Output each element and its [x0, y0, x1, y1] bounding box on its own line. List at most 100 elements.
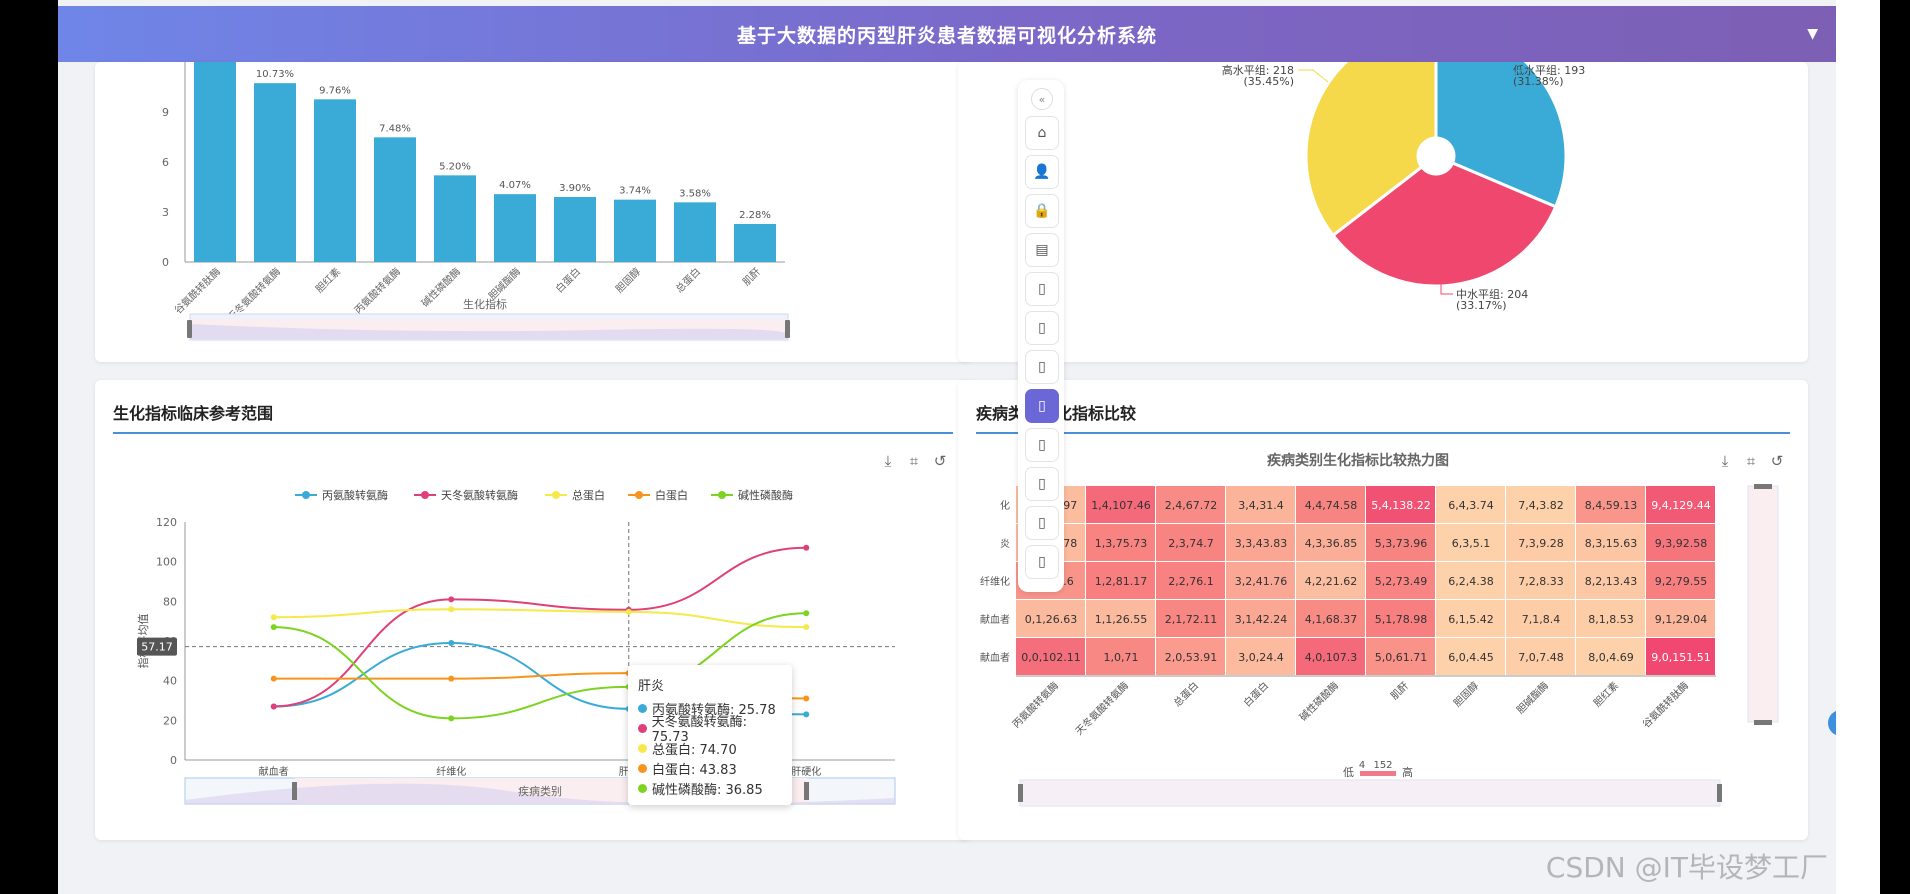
legend-label: 天冬氨酸转氨酶 — [441, 488, 518, 502]
y-tick-label: 9 — [162, 106, 169, 119]
heatmap-cell-label: 8,0,4.69 — [1588, 651, 1633, 664]
x-axis-label: 生化指标 — [463, 297, 507, 311]
tooltip-marker — [638, 783, 647, 793]
bar — [734, 224, 776, 262]
heatmap-cell — [1506, 638, 1575, 675]
bar-value-label: 5.20% — [439, 161, 471, 172]
heatmap-cell-label: 2,0,53.91 — [1165, 651, 1217, 664]
heatmap-cell — [1296, 562, 1365, 599]
heatmap-cell-label: 1,1,26.55 — [1095, 613, 1147, 626]
document-icon[interactable]: ▯ — [1025, 311, 1059, 345]
collapse-icon[interactable]: « — [1031, 88, 1053, 110]
line-chart-panel: 生化指标临床参考范围 ⤓ ⌗ ↺ 丙氨酸转氨酶 天冬氨酸转氨酶 总蛋白 白蛋白 碱性磷酸… — [95, 380, 971, 840]
series-point — [448, 606, 455, 613]
series-point — [803, 624, 810, 631]
crop-icon[interactable]: ⌗ — [1746, 452, 1756, 470]
series-line — [273, 608, 807, 629]
tooltip-value: 丙氨酸转氨酶: 25.78 — [652, 702, 776, 718]
restore-icon[interactable]: ↺ — [933, 452, 947, 470]
y-tick-label: 纤维化 — [980, 575, 1010, 588]
x-tick-label: 丙氨酸转氨酶 — [352, 265, 404, 317]
legend-label: 总蛋白 — [572, 488, 605, 502]
x-tick-label: 肝硬化 — [791, 765, 821, 778]
series-point — [448, 596, 455, 603]
heatmap-cell — [1366, 524, 1435, 561]
y-tick-label: 80 — [163, 595, 177, 608]
heatmap-cell-label: 3,0,24.4 — [1238, 651, 1283, 664]
zoom-handle-right — [804, 782, 809, 800]
line-chart: 丙氨酸转氨酶天冬氨酸转氨酶总蛋白白蛋白碱性磷酸酶020406080100120指… — [136, 488, 896, 805]
pie-leader-line — [1440, 280, 1453, 295]
visualmap-bar — [1360, 771, 1396, 776]
chart-toolbox: ⤓ ⌗ ↺ — [1716, 452, 1786, 470]
document-icon[interactable]: ▯ — [1025, 389, 1059, 423]
chevron-down-icon[interactable]: ▼ — [1807, 26, 1818, 42]
heatmap-cell — [1156, 638, 1225, 675]
heatmap-cell — [1016, 638, 1085, 675]
heatmap-cell-label: 0,1,26.63 — [1025, 613, 1077, 626]
legend-label: 丙氨酸转氨酶 — [322, 488, 388, 502]
heatmap-cell-label: 9,4,129.44 — [1651, 499, 1710, 512]
tooltip-value: 天冬氨酸转氨酶: 75.73 — [651, 715, 747, 745]
y-tick-label: 40 — [163, 675, 177, 688]
heatmap-cell-label: 9,1,29.04 — [1655, 613, 1707, 626]
heatmap-cell-label: 8,4,59.13 — [1585, 499, 1637, 512]
heatmap-cell — [1436, 524, 1505, 561]
document-icon[interactable]: ▯ — [1025, 428, 1059, 462]
tooltip-row: 天冬氨酸转氨酶: 75.73 — [638, 715, 782, 745]
chart-icon[interactable]: ▤ — [1025, 233, 1059, 267]
heatmap-cell-label: 6,2,4.38 — [1448, 575, 1493, 588]
lock-icon[interactable]: 🔒 — [1025, 194, 1059, 228]
series-line — [273, 612, 807, 720]
document-icon[interactable]: ▯ — [1025, 506, 1059, 540]
bar — [614, 199, 656, 262]
download-icon[interactable]: ⤓ — [884, 452, 892, 470]
heatmap-cell-label: 7,0,7.48 — [1518, 651, 1563, 664]
document-icon[interactable]: ▯ — [1025, 272, 1059, 306]
pie-slice — [1304, 62, 1438, 238]
heatmap-cell-label: 8,1,8.53 — [1588, 613, 1633, 626]
pie-label: 中水平组: 204 — [1456, 287, 1528, 301]
heatmap-cell — [1366, 600, 1435, 637]
document-icon[interactable]: ▯ — [1025, 350, 1059, 384]
bar-value-label: 10.73% — [256, 69, 294, 80]
floating-sidebar: « ⌂ 👤 🔒 ▤ ▯ ▯ ▯ ▯ ▯ ▯ ▯ ▯ — [1018, 80, 1064, 592]
heatmap-cell-label: 5,3,73.96 — [1375, 537, 1427, 550]
page-title: 基于大数据的丙型肝炎患者数据可视化分析系统 — [736, 24, 1157, 47]
x-tick-label: 胆固醇 — [1451, 679, 1481, 709]
heatmap-cell-label: 6,4,3.74 — [1448, 499, 1493, 512]
bar-value-label: 7.48% — [379, 123, 411, 134]
heatmap-cell-label: 4,1,68.37 — [1305, 613, 1357, 626]
x-tick-label: 丙氨酸转氨酶 — [1010, 679, 1062, 731]
heatmap-cell — [1646, 524, 1715, 561]
bar-value-label: 3.58% — [679, 188, 711, 199]
heatmap-cell-label: 3,3,43.83 — [1235, 537, 1287, 550]
bar — [254, 83, 296, 263]
pie-chart-panel: 低水平组: 193 (31.38%) 中水平组: 204 (33.17%) 高水平组: … — [958, 62, 1808, 362]
heatmap-cell — [1296, 524, 1365, 561]
series-point — [270, 703, 277, 710]
heatmap-cell-label: 8,2,13.43 — [1585, 575, 1637, 588]
y-tick-label: 炎 — [1000, 538, 1010, 550]
document-icon[interactable]: ▯ — [1025, 545, 1059, 579]
x-tick-label: 天冬氨酸转氨酶 — [1072, 679, 1131, 738]
download-icon[interactable]: ⤓ — [1721, 452, 1729, 470]
zoom-handle-right — [1717, 784, 1722, 802]
right-black-margin — [1880, 0, 1910, 894]
tooltip-value: 碱性磷酸酶: 36.85 — [652, 782, 763, 798]
document-icon[interactable]: ▯ — [1025, 467, 1059, 501]
chevron-left-icon[interactable]: ‹ — [1828, 710, 1836, 736]
home-icon[interactable]: ⌂ — [1025, 116, 1059, 150]
crop-icon[interactable]: ⌗ — [909, 452, 919, 470]
tooltip-row: 总蛋白: 74.70 — [638, 738, 782, 758]
heatmap-cell-label: 5,4,138.22 — [1371, 499, 1430, 512]
heatmap-cell — [1506, 524, 1575, 561]
pie-label-percent: (33.17%) — [1456, 299, 1507, 312]
tooltip-marker — [638, 703, 647, 713]
y-tick-label: 献血者 — [980, 651, 1010, 664]
series-point — [625, 608, 632, 615]
vertical-zoom-track — [1747, 485, 1779, 723]
restore-icon[interactable]: ↺ — [1770, 452, 1784, 470]
user-icon[interactable]: 👤 — [1025, 155, 1059, 189]
heatmap-cell-label: 4,2,21.62 — [1305, 575, 1357, 588]
